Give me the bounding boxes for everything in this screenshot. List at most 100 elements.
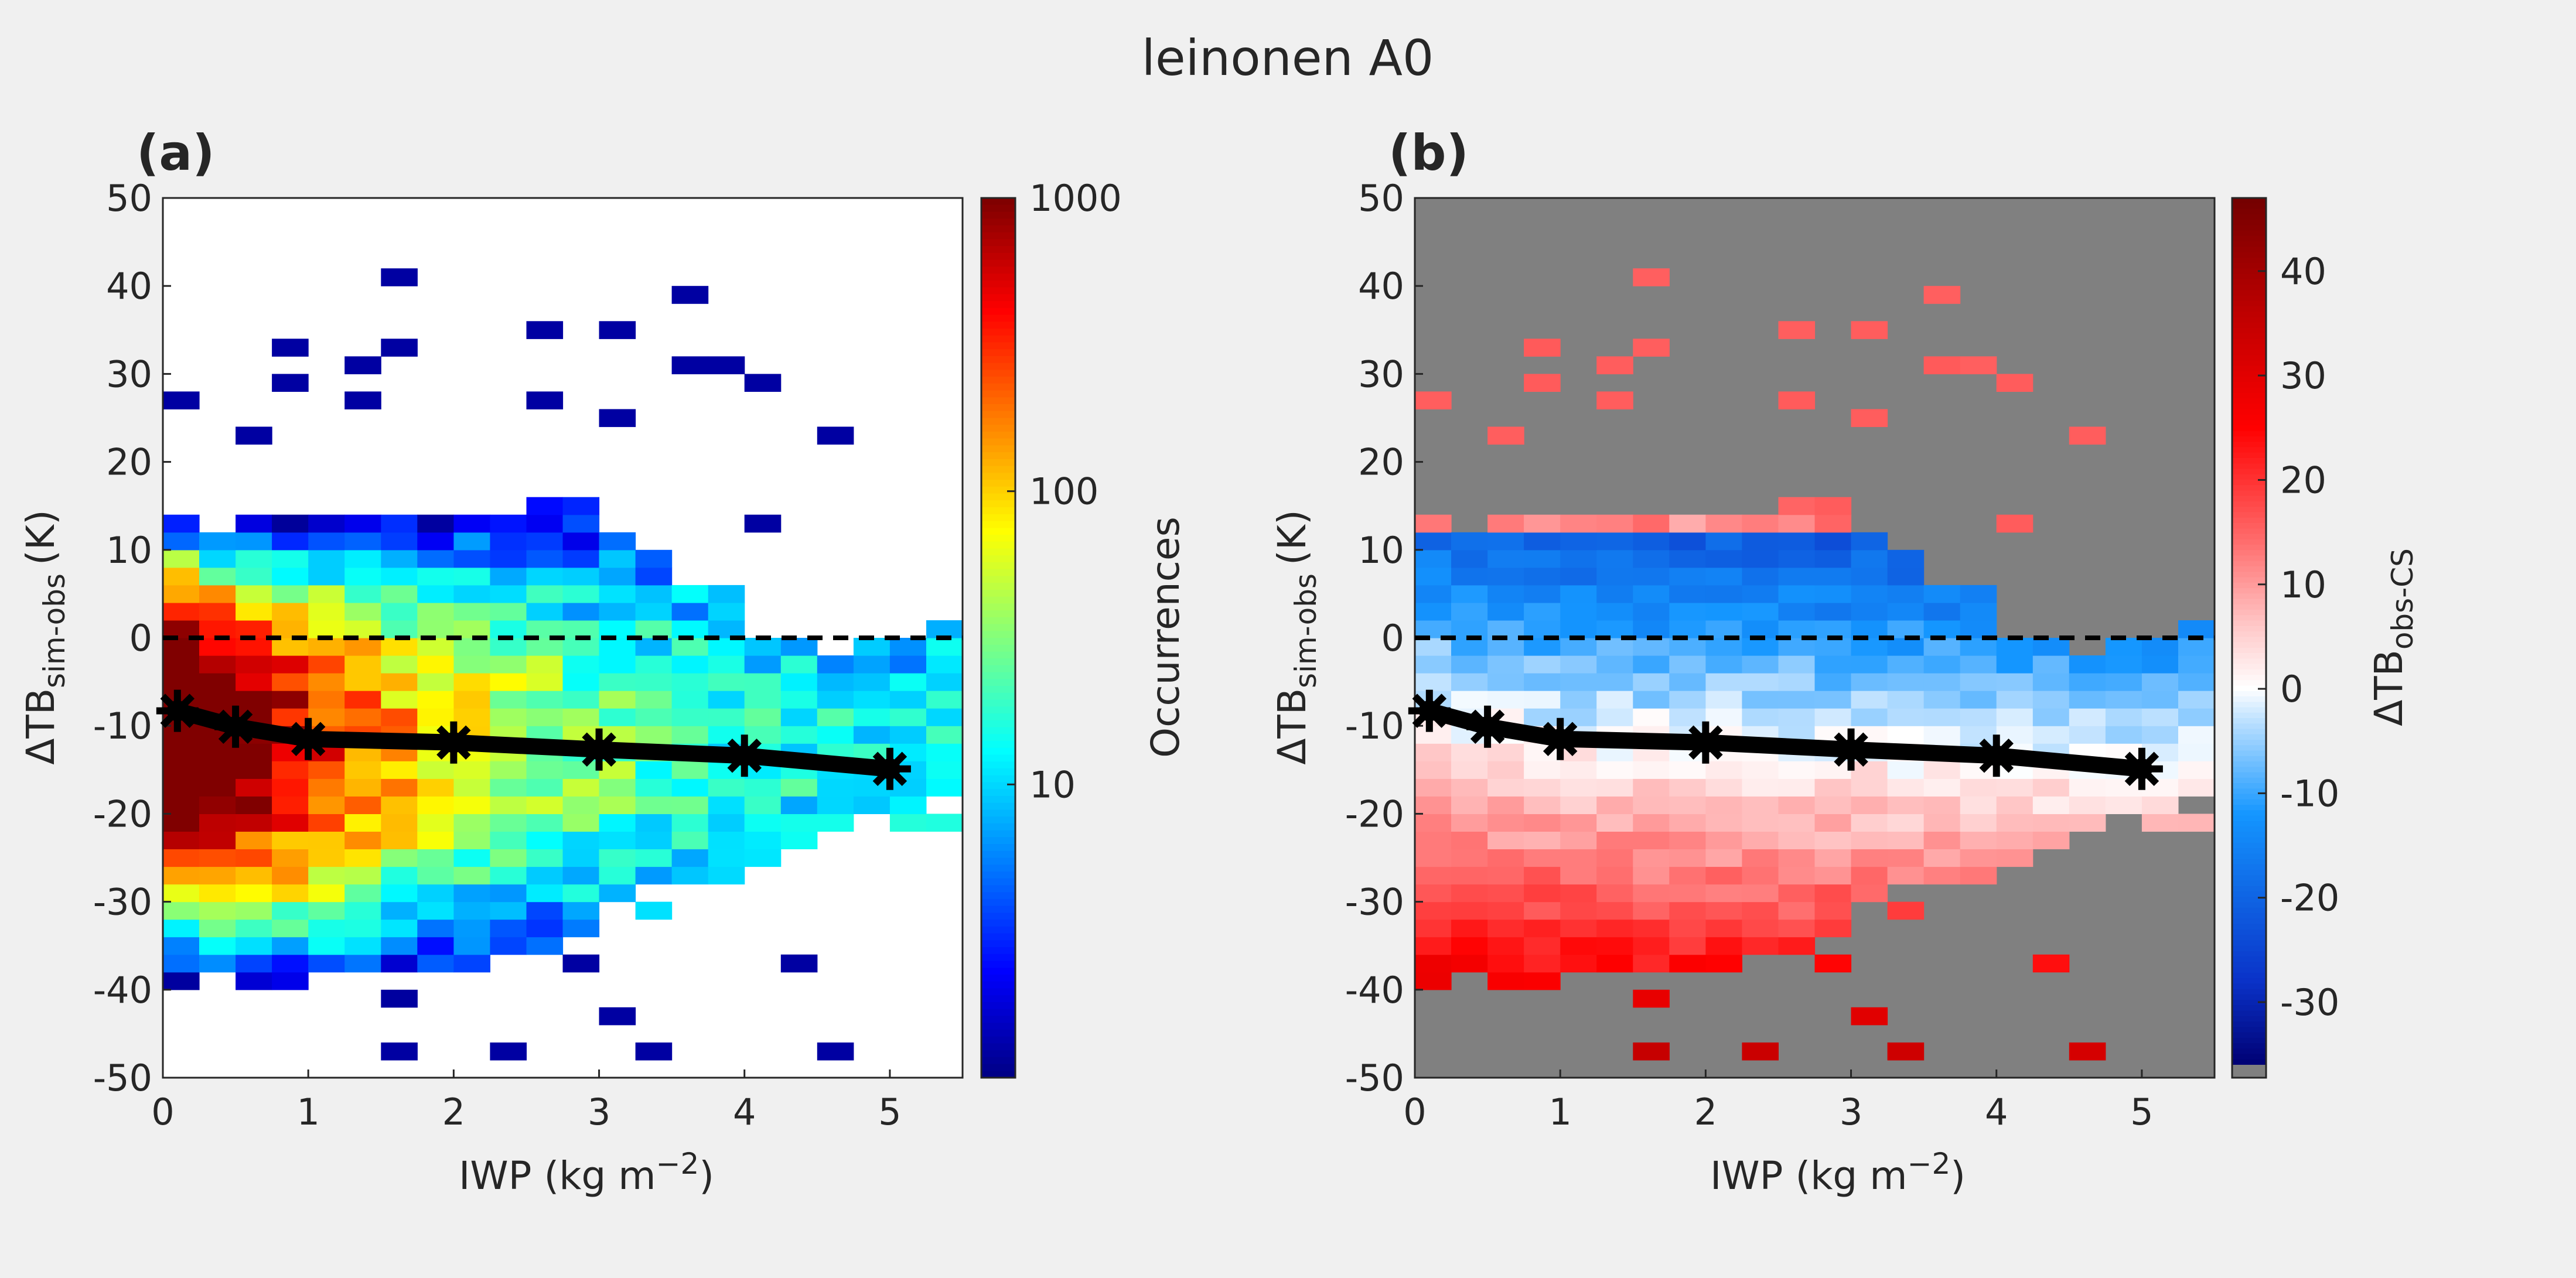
heatmap-cell <box>236 691 272 709</box>
heatmap-cell <box>236 743 272 761</box>
colorbar-a-swatch <box>981 294 1015 302</box>
heatmap-cell <box>1778 884 1816 903</box>
heatmap-cell <box>1923 796 1961 814</box>
colorbar-b-swatch <box>2232 230 2266 237</box>
heatmap-cell <box>453 655 490 674</box>
colorbar-b-swatch <box>2232 295 2266 302</box>
colorbar-a-swatch <box>981 933 1015 941</box>
colorbar-b-swatch <box>2232 268 2266 275</box>
heatmap-cell <box>1596 884 1633 903</box>
colorbar-b-swatch <box>2232 572 2266 578</box>
heatmap-cell <box>1778 691 1816 709</box>
heatmap-cell <box>1524 673 1561 691</box>
heatmap-cell <box>1596 514 1633 533</box>
heatmap-cell <box>926 620 963 638</box>
heatmap-cell <box>1923 726 1961 744</box>
heatmap-cell <box>671 796 709 814</box>
heatmap-cell <box>1851 567 1888 586</box>
heatmap-cell <box>163 602 200 621</box>
colorbar-b-swatch <box>2232 322 2266 329</box>
colorbar-a-swatch <box>981 679 1015 686</box>
heatmap-cell <box>1633 549 1670 568</box>
heatmap-cell <box>562 849 600 867</box>
heatmap-cell <box>490 814 527 832</box>
colorbar-b-swatch <box>2232 404 2266 410</box>
colorbar-b-swatch <box>2232 631 2266 638</box>
heatmap-cell <box>417 849 454 867</box>
heatmap-cell <box>490 778 527 797</box>
heatmap-cell <box>599 866 636 885</box>
colorbar-a-swatch <box>981 905 1015 914</box>
heatmap-cell <box>853 655 890 674</box>
heatmap-cell <box>236 937 272 955</box>
colorbar-b-swatch <box>2232 306 2266 313</box>
heatmap-cell <box>817 814 854 832</box>
heatmap-cell <box>526 901 564 920</box>
heatmap-cell <box>1560 796 1597 814</box>
colorbar-a-swatch <box>981 459 1015 467</box>
colorbar-b-swatch <box>2232 620 2266 627</box>
heatmap-cell <box>163 778 200 797</box>
colorbar-b-swatch <box>2232 539 2266 545</box>
colorbar-b-swatch <box>2232 528 2266 535</box>
colorbar-a-swatch <box>981 782 1015 790</box>
heatmap-cell <box>599 321 636 339</box>
heatmap-cell <box>1451 567 1488 586</box>
heatmap-cell <box>1778 919 1816 938</box>
colorbar-a-swatch <box>981 596 1015 604</box>
heatmap-cell <box>163 514 200 533</box>
heatmap-cell <box>1596 585 1633 603</box>
y-tick-label: -50 <box>93 1057 152 1099</box>
colorbar-a-swatch <box>981 638 1015 645</box>
heatmap-cell <box>635 585 673 603</box>
colorbar-a-swatch <box>981 926 1015 934</box>
heatmap-cell <box>1814 814 1852 832</box>
colorbar-a-swatch <box>981 500 1015 508</box>
heatmap-cell <box>272 374 309 392</box>
heatmap-cell <box>1415 585 1452 603</box>
heatmap-cell <box>344 602 381 621</box>
y-tick-label: -20 <box>93 792 152 835</box>
colorbar-b-swatch <box>2232 832 2266 838</box>
heatmap-cell <box>1705 778 1742 797</box>
colorbar-a-swatch <box>981 425 1015 432</box>
heatmap-cell <box>926 743 963 761</box>
heatmap-cell <box>236 673 272 691</box>
heatmap-cell <box>1524 831 1561 849</box>
heatmap-cell <box>671 849 709 867</box>
y-tick-label: 50 <box>106 177 152 220</box>
heatmap-cell <box>526 549 564 568</box>
heatmap-cell <box>1669 814 1706 832</box>
mean-marker-core <box>2131 758 2152 780</box>
heatmap-cell <box>526 497 564 515</box>
heatmap-cell <box>308 796 345 814</box>
heatmap-cell <box>635 1042 673 1061</box>
x-tick-label: 3 <box>588 1091 610 1133</box>
heatmap-cell <box>236 866 272 885</box>
heatmap-cell <box>199 743 236 761</box>
heatmap-cell <box>417 954 454 973</box>
heatmap-cell <box>708 708 745 726</box>
heatmap-cell <box>272 585 309 603</box>
colorbar-a-swatch <box>981 589 1015 597</box>
heatmap-cell <box>490 514 527 533</box>
heatmap-cell <box>1524 778 1561 797</box>
colorbar-a-swatch <box>981 521 1015 528</box>
heatmap-cell <box>1633 866 1670 885</box>
heatmap-cell <box>1669 761 1706 779</box>
colorbar-b-swatch <box>2232 777 2266 784</box>
heatmap-cell <box>1851 691 1888 709</box>
mean-marker-core <box>166 700 188 722</box>
colorbar-b-swatch <box>2232 1010 2266 1017</box>
heatmap-cell <box>708 866 745 885</box>
heatmap-cell <box>1814 901 1852 920</box>
heatmap-cell <box>344 620 381 638</box>
heatmap-cell <box>1524 620 1561 638</box>
heatmap-cell <box>344 567 381 586</box>
heatmap-cell <box>526 321 564 339</box>
heatmap-cell <box>453 691 490 709</box>
heatmap-cell <box>1524 849 1561 867</box>
heatmap-cell <box>1814 514 1852 533</box>
heatmap-cell <box>2105 691 2142 709</box>
heatmap-cell <box>308 620 345 638</box>
